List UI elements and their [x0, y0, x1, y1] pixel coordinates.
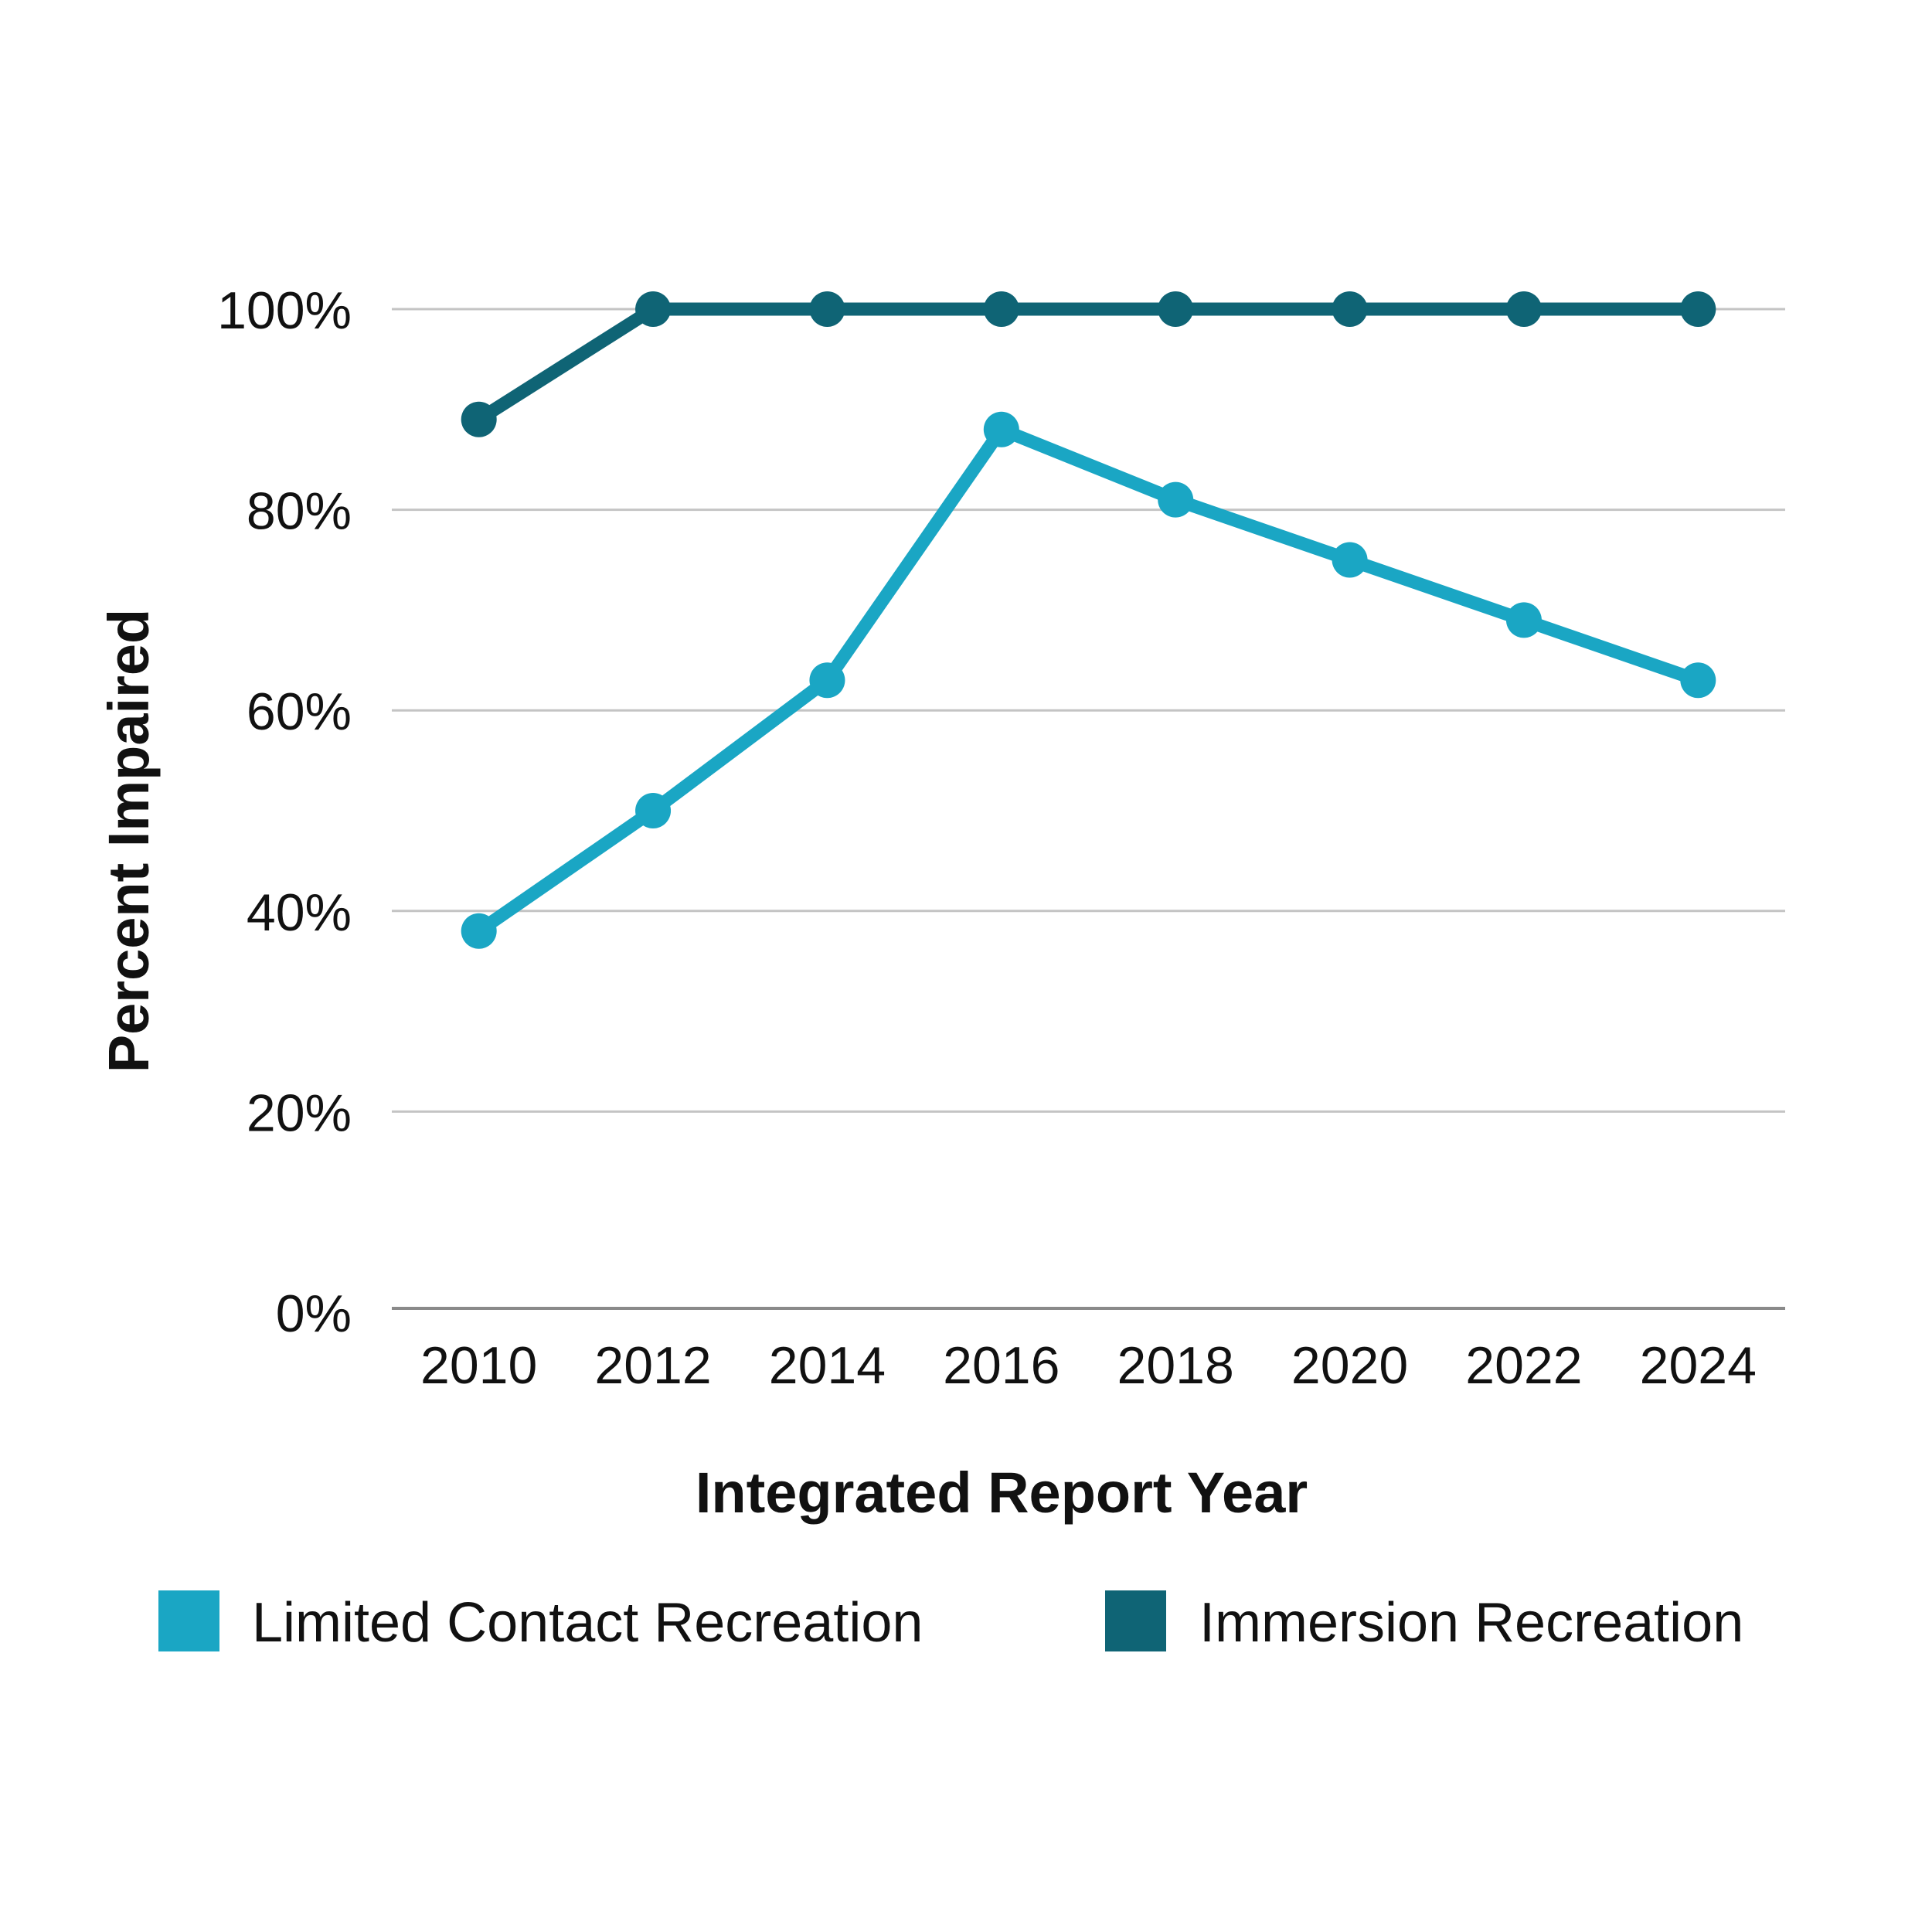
- data-point[interactable]: [983, 411, 1019, 447]
- x-tick-label: 2010: [420, 1336, 537, 1395]
- gridlines: [392, 308, 1785, 1113]
- data-point[interactable]: [635, 291, 672, 327]
- legend-item-immersion[interactable]: Immersion Recreation: [1105, 1590, 1743, 1654]
- y-axis-tick-labels: 0% 20% 40% 60% 80% 100%: [217, 281, 352, 1343]
- series-limited-contact-recreation: [461, 411, 1716, 949]
- data-point[interactable]: [1680, 662, 1716, 699]
- y-tick-label: 60%: [247, 682, 352, 741]
- x-tick-label: 2024: [1640, 1336, 1757, 1395]
- data-point[interactable]: [1158, 481, 1194, 518]
- series-line: [475, 302, 1699, 425]
- x-tick-label: 2018: [1117, 1336, 1234, 1395]
- data-point[interactable]: [1158, 291, 1194, 327]
- data-point[interactable]: [1332, 291, 1368, 327]
- data-point[interactable]: [1332, 542, 1368, 578]
- legend-label-immersion: Immersion Recreation: [1199, 1592, 1743, 1654]
- y-axis-title: Percent Impaired: [97, 609, 161, 1073]
- data-point[interactable]: [635, 793, 672, 828]
- x-axis-tick-labels: 2010 2012 2014 2016 2018 2020 2022 2024: [420, 1336, 1757, 1395]
- data-point[interactable]: [461, 401, 497, 437]
- series-group: [461, 291, 1716, 949]
- data-point[interactable]: [809, 291, 845, 327]
- legend-item-limited-contact[interactable]: Limited Contact Recreation: [158, 1590, 923, 1654]
- x-tick-label: 2020: [1291, 1336, 1408, 1395]
- data-point[interactable]: [1680, 291, 1716, 327]
- y-tick-label: 0%: [276, 1284, 352, 1343]
- legend-swatch-immersion: [1105, 1590, 1166, 1651]
- series-line: [474, 423, 1701, 937]
- y-tick-label: 80%: [247, 482, 352, 541]
- legend-label-limited-contact: Limited Contact Recreation: [252, 1592, 923, 1654]
- data-point[interactable]: [983, 291, 1019, 327]
- x-axis-title: Integrated Report Year: [696, 1461, 1308, 1525]
- x-tick-label: 2014: [769, 1336, 886, 1395]
- legend-swatch-limited-contact: [158, 1590, 219, 1651]
- y-tick-label: 100%: [217, 281, 352, 340]
- y-tick-label: 20%: [247, 1083, 352, 1142]
- legend: Limited Contact Recreation Immersion Rec…: [158, 1590, 1743, 1654]
- data-point[interactable]: [1505, 291, 1542, 327]
- data-point[interactable]: [461, 913, 497, 949]
- data-point[interactable]: [809, 662, 845, 699]
- x-tick-label: 2022: [1465, 1336, 1582, 1395]
- data-point[interactable]: [1505, 602, 1542, 638]
- series-immersion-recreation: [461, 291, 1716, 437]
- x-tick-label: 2016: [943, 1336, 1060, 1395]
- y-tick-label: 40%: [247, 883, 352, 942]
- x-tick-label: 2012: [594, 1336, 711, 1395]
